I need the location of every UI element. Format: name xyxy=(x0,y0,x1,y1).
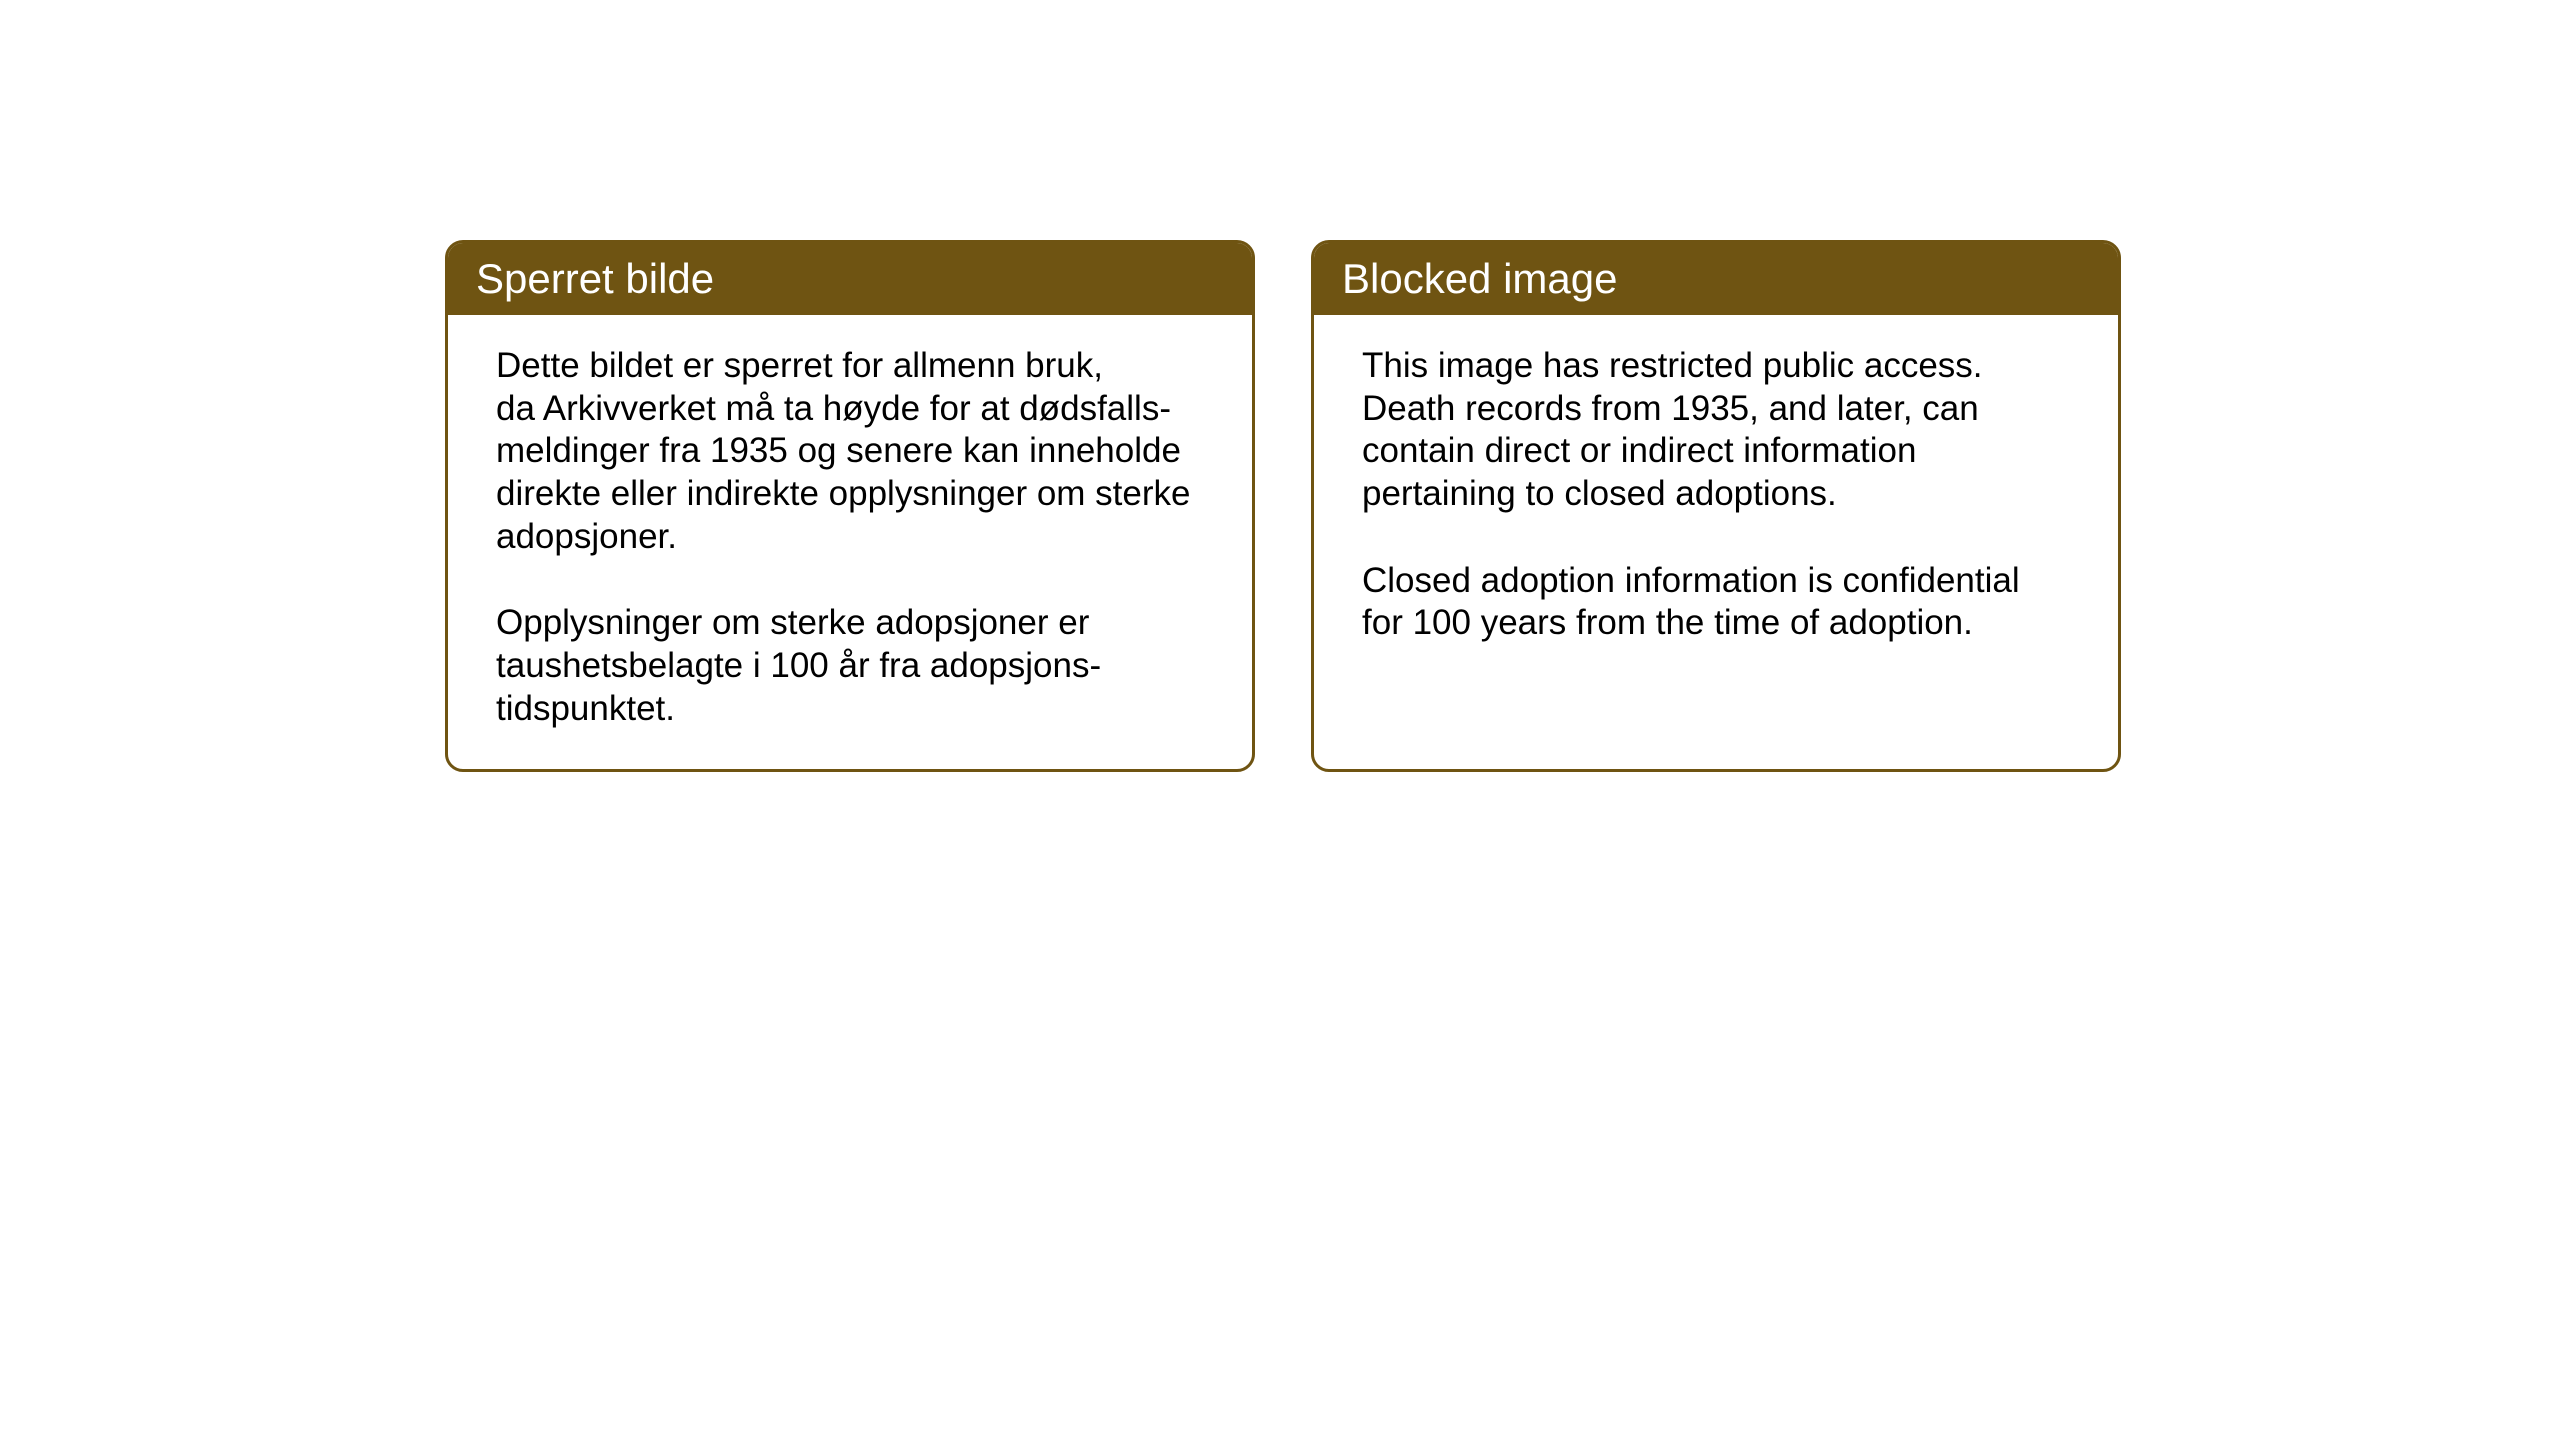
notice-container: Sperret bilde Dette bildet er sperret fo… xyxy=(445,240,2121,772)
notice-header-english: Blocked image xyxy=(1314,243,2118,315)
notice-body-norwegian: Dette bildet er sperret for allmenn bruk… xyxy=(448,315,1252,769)
notice-paragraph-2: Opplysninger om sterke adopsjoner er tau… xyxy=(496,602,1204,730)
notice-box-norwegian: Sperret bilde Dette bildet er sperret fo… xyxy=(445,240,1255,772)
notice-body-english: This image has restricted public access.… xyxy=(1314,315,2118,747)
notice-paragraph-1: This image has restricted public access.… xyxy=(1362,345,2070,516)
notice-paragraph-1: Dette bildet er sperret for allmenn bruk… xyxy=(496,345,1204,558)
notice-title: Blocked image xyxy=(1342,255,1617,302)
notice-title: Sperret bilde xyxy=(476,255,714,302)
notice-paragraph-2: Closed adoption information is confident… xyxy=(1362,560,2070,645)
notice-header-norwegian: Sperret bilde xyxy=(448,243,1252,315)
notice-box-english: Blocked image This image has restricted … xyxy=(1311,240,2121,772)
